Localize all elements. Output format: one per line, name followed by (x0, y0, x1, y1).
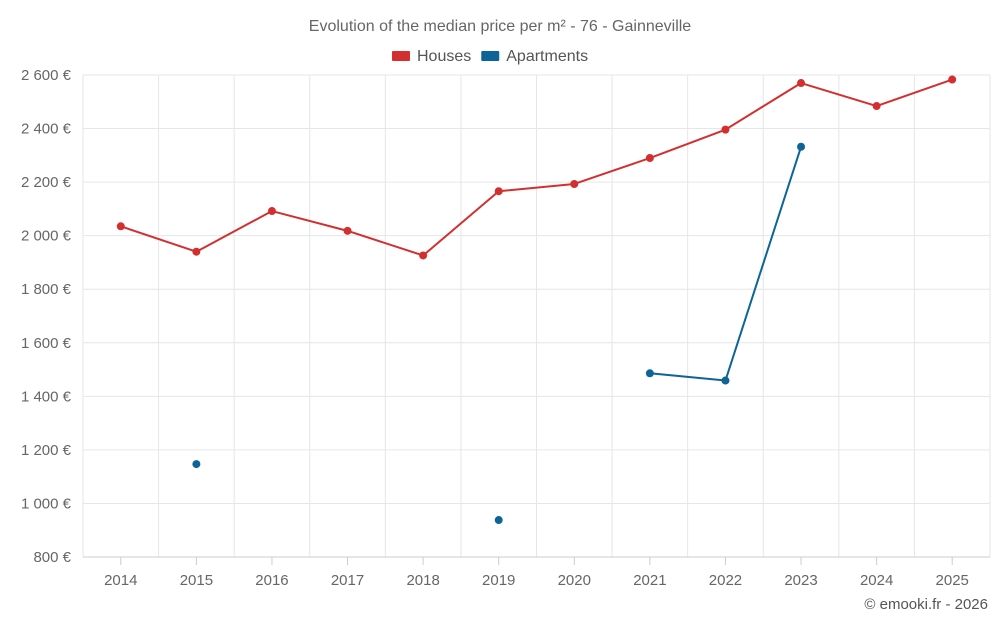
series-houses (116, 75, 957, 260)
legend-item-houses[interactable]: Houses (392, 48, 471, 65)
data-point-houses[interactable] (419, 251, 428, 260)
data-point-houses[interactable] (872, 102, 881, 111)
x-tick-label: 2020 (558, 572, 591, 589)
series-layer (116, 75, 957, 525)
data-point-houses[interactable] (797, 79, 806, 88)
y-axis: 800 € 1 000 € 1 200 € 1 400 € 1 600 € 1 800 €… (21, 67, 72, 566)
x-tick-label: 2019 (482, 572, 515, 589)
data-point-houses[interactable] (645, 154, 654, 163)
x-tick-label: 2015 (180, 572, 213, 589)
credit-text: © emooki.fr - 2026 (864, 596, 988, 613)
y-tick-label: 2 600 € (21, 67, 72, 84)
y-tick-label: 1 000 € (21, 495, 72, 512)
data-point-apartments[interactable] (645, 369, 654, 378)
series-line-houses (120, 78, 953, 257)
x-tick-label: 2025 (936, 572, 969, 589)
y-tick-label: 800 € (33, 549, 71, 566)
series-apartments (192, 142, 806, 525)
x-tick-label: 2016 (255, 572, 288, 589)
x-tick-label: 2018 (406, 572, 439, 589)
data-point-houses[interactable] (570, 179, 579, 188)
data-point-apartments[interactable] (797, 142, 806, 151)
x-tick-label: 2017 (331, 572, 364, 589)
x-tick-label: 2021 (633, 572, 666, 589)
data-point-houses[interactable] (116, 222, 125, 231)
data-point-houses[interactable] (343, 226, 352, 235)
legend-swatch (481, 51, 500, 61)
x-tick-label: 2023 (784, 572, 817, 589)
legend: Houses Apartments (392, 48, 588, 65)
legend-label: Houses (417, 48, 471, 65)
legend-label: Apartments (506, 48, 588, 65)
data-point-apartments[interactable] (192, 460, 201, 469)
y-tick-label: 1 800 € (21, 281, 72, 298)
x-axis: 2014 2015 2016 2017 2018 2019 2020 2021 2022 2023… (83, 556, 990, 589)
y-tick-label: 1 200 € (21, 442, 72, 459)
data-point-houses[interactable] (721, 125, 730, 134)
data-point-houses[interactable] (267, 207, 276, 216)
chart-title: Evolution of the median price per m² - 7… (309, 18, 692, 35)
data-point-houses[interactable] (494, 187, 503, 196)
data-point-houses[interactable] (948, 75, 957, 84)
data-point-apartments[interactable] (721, 376, 730, 385)
legend-swatch (392, 51, 410, 61)
y-tick-label: 2 400 € (21, 121, 72, 138)
x-tick-label: 2024 (860, 572, 893, 589)
x-tick-label: 2014 (104, 572, 137, 589)
x-tick-label: 2022 (709, 572, 742, 589)
data-point-houses[interactable] (192, 247, 201, 256)
legend-item-apartments[interactable]: Apartments (481, 48, 588, 65)
grid-lines (82, 74, 991, 557)
data-point-apartments[interactable] (494, 516, 503, 525)
y-tick-label: 2 000 € (21, 228, 72, 245)
y-tick-label: 1 400 € (21, 388, 72, 405)
y-tick-label: 2 200 € (21, 174, 72, 191)
y-tick-label: 1 600 € (21, 335, 72, 352)
